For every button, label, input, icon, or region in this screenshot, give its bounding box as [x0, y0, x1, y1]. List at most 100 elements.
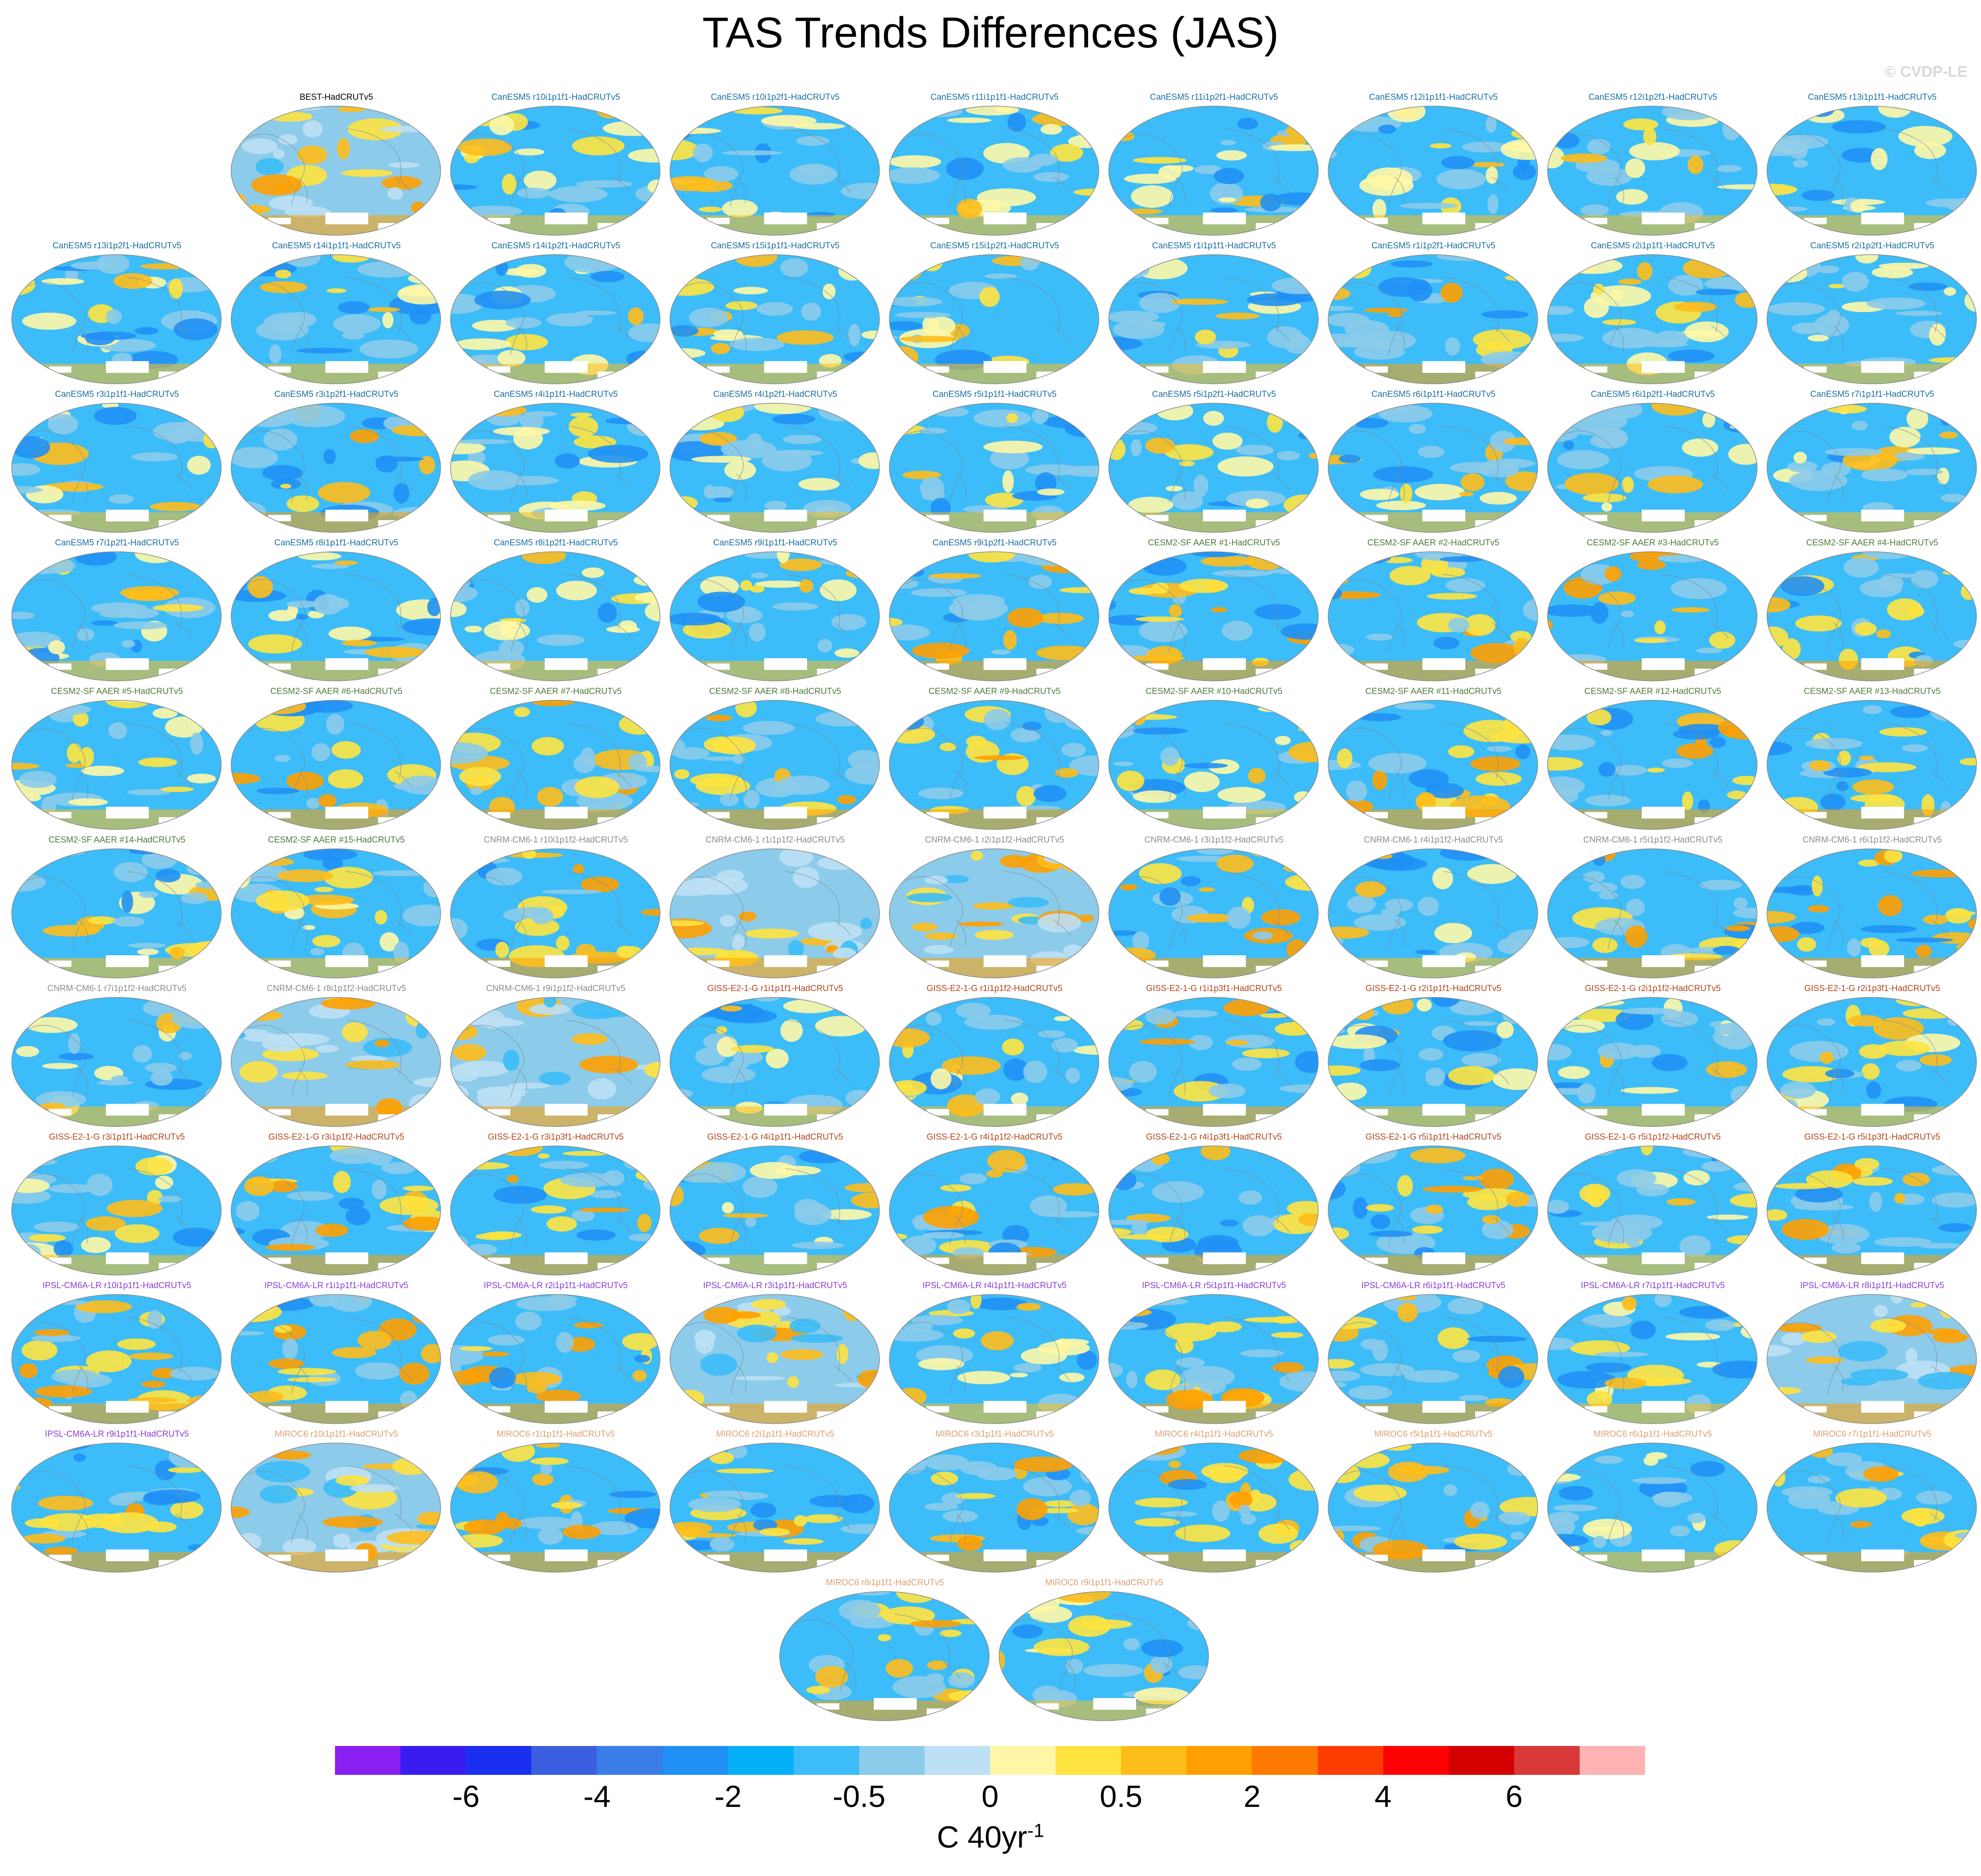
panel-title: CESM2-SF AAER #5-HadCRUTv5	[51, 687, 183, 696]
map-panel: CanESM5 r6i1p2f1-HadCRUTv5	[1542, 390, 1763, 539]
map-panel: CanESM5 r7i1p1f1-HadCRUTv5	[1762, 390, 1981, 539]
panel-title: IPSL-CM6A-LR r7i1p1f1-HadCRUTv5	[1581, 1281, 1725, 1290]
panel-title: CanESM5 r1i1p2f1-HadCRUTv5	[1371, 241, 1496, 251]
global-map	[1547, 403, 1758, 533]
panel-title: CanESM5 r4i1p1f1-HadCRUTv5	[493, 390, 618, 399]
global-map	[670, 106, 880, 236]
colorbar-tick-label: 4	[1374, 1779, 1392, 1814]
map-panel: CESM2-SF AAER #7-HadCRUTv5	[445, 687, 666, 836]
panel-title: CanESM5 r13i1p1f1-HadCRUTv5	[1808, 93, 1937, 102]
panel-title: CanESM5 r12i1p1f1-HadCRUTv5	[1369, 93, 1498, 102]
panel-title: IPSL-CM6A-LR r5i1p1f1-HadCRUTv5	[1142, 1281, 1286, 1290]
global-map	[889, 254, 1099, 384]
panel-title: GISS-E2-1-G r5i1p1f1-HadCRUTv5	[1365, 1132, 1502, 1142]
panel-title: CanESM5 r11i1p1f1-HadCRUTv5	[930, 93, 1059, 102]
global-map	[1328, 254, 1538, 384]
panel-title: IPSL-CM6A-LR r1i1p1f1-HadCRUTv5	[264, 1281, 409, 1290]
panel-title: MIROC6 r2i1p1f1-HadCRUTv5	[716, 1429, 834, 1439]
global-map	[450, 848, 660, 978]
global-map	[1108, 551, 1319, 681]
map-panel: IPSL-CM6A-LR r6i1p1f1-HadCRUTv5	[1323, 1281, 1544, 1430]
panel-title: CESM2-SF AAER #6-HadCRUTv5	[270, 687, 403, 696]
map-panel: CanESM5 r10i1p1f1-HadCRUTv5	[445, 93, 666, 242]
map-panel: IPSL-CM6A-LR r5i1p1f1-HadCRUTv5	[1103, 1281, 1325, 1430]
panel-title: MIROC6 r10i1p1f1-HadCRUTv5	[274, 1429, 398, 1439]
panel-title: GISS-E2-1-G r5i1p3f1-HadCRUTv5	[1804, 1132, 1940, 1142]
map-panel: IPSL-CM6A-LR r9i1p1f1-HadCRUTv5	[6, 1429, 228, 1578]
global-map	[11, 1294, 222, 1424]
global-map	[1547, 997, 1758, 1127]
panel-title: CanESM5 r10i1p1f1-HadCRUTv5	[491, 93, 620, 102]
global-map	[670, 848, 880, 978]
global-map	[231, 1145, 441, 1275]
map-panel: CanESM5 r11i1p2f1-HadCRUTv5	[1103, 93, 1325, 242]
global-map	[1547, 848, 1758, 978]
map-panel: MIROC6 r6i1p1f1-HadCRUTv5	[1542, 1429, 1763, 1578]
global-map	[1767, 848, 1977, 978]
global-map	[450, 106, 660, 236]
global-map	[779, 1591, 990, 1721]
colorbar-segment	[1448, 1746, 1515, 1775]
panel-title: MIROC6 r8i1p1f1-HadCRUTv5	[826, 1578, 944, 1587]
map-panel: CanESM5 r13i1p1f1-HadCRUTv5	[1762, 93, 1981, 242]
global-map	[889, 997, 1099, 1127]
panel-title: CNRM-CM6-1 r2i1p1f2-HadCRUTv5	[925, 835, 1065, 845]
map-panel: IPSL-CM6A-LR r8i1p1f1-HadCRUTv5	[1762, 1281, 1981, 1430]
colorbar-segment	[335, 1746, 401, 1775]
panel-title: CanESM5 r5i1p1f1-HadCRUTv5	[932, 390, 1057, 399]
panel-title: CNRM-CM6-1 r10i1p1f2-HadCRUTv5	[484, 835, 628, 845]
global-map	[1547, 254, 1758, 384]
global-map	[1767, 254, 1977, 384]
global-map	[1108, 1145, 1319, 1275]
global-map	[889, 1294, 1099, 1424]
map-panel: IPSL-CM6A-LR r1i1p1f1-HadCRUTv5	[226, 1281, 447, 1430]
panel-title: GISS-E2-1-G r1i1p1f1-HadCRUTv5	[707, 984, 843, 993]
global-map	[670, 700, 880, 830]
panel-title: CanESM5 r3i1p1f1-HadCRUTv5	[55, 390, 179, 399]
colorbar	[335, 1746, 1646, 1775]
map-panel: MIROC6 r7i1p1f1-HadCRUTv5	[1762, 1429, 1981, 1578]
map-panel: CanESM5 r2i1p2f1-HadCRUTv5	[1762, 241, 1981, 390]
panel-title: CanESM5 r4i1p2f1-HadCRUTv5	[713, 390, 837, 399]
colorbar-segment	[662, 1746, 729, 1775]
global-map	[11, 403, 222, 533]
panel-title: CanESM5 r6i1p2f1-HadCRUTv5	[1590, 390, 1715, 399]
colorbar-segment	[859, 1746, 925, 1775]
map-panel: CNRM-CM6-1 r1i1p1f2-HadCRUTv5	[665, 835, 886, 984]
panel-title: CESM2-SF AAER #7-HadCRUTv5	[489, 687, 622, 696]
global-map	[11, 1145, 222, 1275]
map-panel: CNRM-CM6-1 r5i1p1f2-HadCRUTv5	[1542, 835, 1763, 984]
global-map	[231, 848, 441, 978]
panel-title: CESM2-SF AAER #13-HadCRUTv5	[1804, 687, 1941, 696]
map-panel: IPSL-CM6A-LR r7i1p1f1-HadCRUTv5	[1542, 1281, 1763, 1430]
colorbar-segment	[728, 1746, 794, 1775]
panel-title: CESM2-SF AAER #10-HadCRUTv5	[1145, 687, 1283, 696]
map-panel: CESM2-SF AAER #2-HadCRUTv5	[1323, 538, 1544, 687]
global-map	[1767, 1443, 1977, 1573]
map-panel: CNRM-CM6-1 r9i1p1f2-HadCRUTv5	[445, 984, 666, 1133]
map-panel: CanESM5 r9i1p1f1-HadCRUTv5	[665, 538, 886, 687]
colorbar-tick-label: 6	[1505, 1779, 1523, 1814]
map-panel: CESM2-SF AAER #15-HadCRUTv5	[226, 835, 447, 984]
map-panel: CanESM5 r11i1p1f1-HadCRUTv5	[884, 93, 1105, 242]
colorbar-tick-label: -0.5	[832, 1779, 886, 1814]
colorbar-segment	[990, 1746, 1056, 1775]
map-panel: CESM2-SF AAER #11-HadCRUTv5	[1323, 687, 1544, 836]
map-panel: MIROC6 r10i1p1f1-HadCRUTv5	[226, 1429, 447, 1578]
global-map	[11, 848, 222, 978]
global-map	[450, 403, 660, 533]
panel-title: CESM2-SF AAER #8-HadCRUTv5	[709, 687, 842, 696]
colorbar-segment	[466, 1746, 532, 1775]
map-panel: MIROC6 r8i1p1f1-HadCRUTv5	[774, 1578, 995, 1727]
global-map	[1547, 106, 1758, 236]
panel-title: GISS-E2-1-G r4i1p1f1-HadCRUTv5	[707, 1132, 843, 1142]
global-map	[889, 848, 1099, 978]
panel-title: CESM2-SF AAER #4-HadCRUTv5	[1806, 538, 1939, 548]
global-map	[450, 551, 660, 681]
panel-title: IPSL-CM6A-LR r8i1p1f1-HadCRUTv5	[1800, 1281, 1944, 1290]
panel-title: CanESM5 r10i1p2f1-HadCRUTv5	[711, 93, 840, 102]
global-map	[999, 1591, 1209, 1721]
panel-title: IPSL-CM6A-LR r2i1p1f1-HadCRUTv5	[484, 1281, 628, 1290]
map-panel: CanESM5 r2i1p1f1-HadCRUTv5	[1542, 241, 1763, 390]
map-panel: GISS-E2-1-G r3i1p3f1-HadCRUTv5	[445, 1132, 666, 1281]
